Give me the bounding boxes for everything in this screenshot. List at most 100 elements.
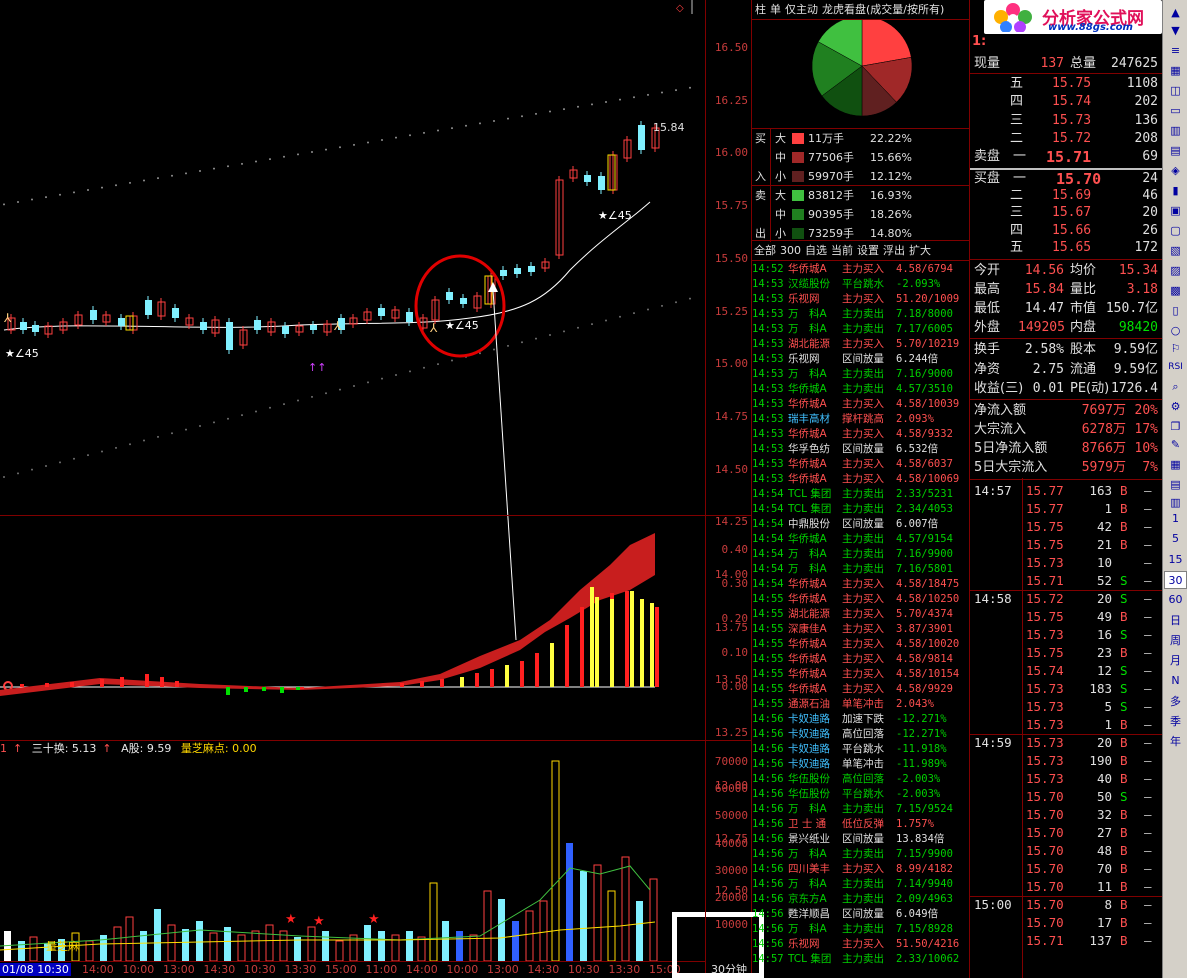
split-icon[interactable]: ▩ (1170, 284, 1181, 297)
circle-icon[interactable]: ○ (1170, 324, 1181, 337)
alert-tab[interactable]: 自选 (805, 244, 827, 257)
alert-row[interactable]: 14:55 华侨城A 主力买入 4.58/9814 (752, 652, 970, 667)
alert-row[interactable]: 14:56 卡奴迪路 加速下跌 -12.271% (752, 712, 970, 727)
alert-row[interactable]: 14:55 湖北能源 主力买入 5.70/4374 (752, 607, 970, 622)
pencil-icon[interactable]: ✎ (1170, 438, 1181, 451)
flow-tab[interactable]: 单 (770, 3, 781, 16)
alert-row[interactable]: 14:56 万 科A 主力卖出 7.14/9940 (752, 877, 970, 892)
alert-row[interactable]: 14:53 汉缆股份 平台跳水 -2.093% (752, 277, 970, 292)
alert-row[interactable]: 14:53 湖北能源 主力买入 5.70/10219 (752, 337, 970, 352)
alert-row[interactable]: 14:55 华侨城A 主力买入 4.58/10154 (752, 667, 970, 682)
alert-row[interactable]: 14:54 华侨城A 主力买入 4.58/18475 (752, 577, 970, 592)
bell-icon[interactable]: ⚐ (1170, 342, 1181, 355)
alert-row[interactable]: 14:56 万 科A 主力卖出 7.15/9524 (752, 802, 970, 817)
alert-row[interactable]: 14:53 乐视网 主力买入 51.20/1009 (752, 292, 970, 307)
period-1[interactable]: 1 (1172, 512, 1179, 525)
calc-icon[interactable]: ▦ (1170, 458, 1181, 471)
alert-row[interactable]: 14:56 京东方A 主力卖出 2.09/4963 (752, 892, 970, 907)
alert-row[interactable]: 14:55 通源石油 单笔冲击 2.043% (752, 697, 970, 712)
alert-row[interactable]: 14:53 万 科A 主力卖出 7.17/6005 (752, 322, 970, 337)
info-icon[interactable]: ◈ (1171, 164, 1180, 177)
copy-icon[interactable]: ❐ (1170, 420, 1181, 433)
alert-tab[interactable]: 全部 (754, 244, 776, 257)
alert-tab[interactable]: 设置 (857, 244, 879, 257)
alert-row[interactable]: 14:56 华伍股份 高位回落 -2.003% (752, 772, 970, 787)
alert-row[interactable]: 14:53 华侨城A 主力买入 4.58/9332 (752, 427, 970, 442)
chart-area[interactable]: ◇ ★∠45 ★∠45 ★∠45 ⅄ ⅄ ⅄ 15.84 ↑↑ 16.50 16.25 16.00 1… (0, 0, 764, 978)
alert-row[interactable]: 14:53 华侨城A 主力买入 4.58/10039 (752, 397, 970, 412)
alert-row[interactable]: 14:56 万 科A 主力卖出 7.15/9900 (752, 847, 970, 862)
alert-row[interactable]: 14:52 华侨城A 主力买入 4.58/6794 (752, 262, 970, 277)
alert-row[interactable]: 14:53 瑞丰高材 撑杆跳高 2.093% (752, 412, 970, 427)
chart-icon[interactable]: ◫ (1170, 84, 1181, 97)
flow-tab[interactable]: 柱 (755, 3, 766, 16)
alert-row[interactable]: 14:54 中鼎股份 区间放量 6.007倍 (752, 517, 970, 532)
alert-tab[interactable]: 浮出 (883, 244, 905, 257)
alert-row[interactable]: 14:53 乐视网 区间放量 6.244倍 (752, 352, 970, 367)
alert-row[interactable]: 14:57 TCL 集团 主力卖出 2.33/10062 (752, 952, 970, 967)
period-季[interactable]: 季 (1170, 715, 1181, 728)
up-arrow-icon[interactable]: ▲ (1171, 6, 1180, 19)
alert-row[interactable]: 14:56 卫 士 通 低位反弹 1.757% (752, 817, 970, 832)
alert-tab[interactable]: 扩大 (909, 244, 931, 257)
alert-row[interactable]: 14:55 华侨城A 主力买入 4.58/10020 (752, 637, 970, 652)
alert-row[interactable]: 14:55 深康佳A 主力买入 3.87/3901 (752, 622, 970, 637)
ticker-icon[interactable]: ▤ (1170, 144, 1181, 157)
period-N[interactable]: N (1171, 674, 1180, 688)
card-icon[interactable]: ▨ (1170, 264, 1181, 277)
kline-chart[interactable]: ◇ ★∠45 ★∠45 ★∠45 ⅄ ⅄ ⅄ 15.84 ↑↑ (0, 0, 705, 740)
period-周[interactable]: 周 (1170, 633, 1181, 647)
alert-row[interactable]: 14:53 华侨城A 主力买入 4.58/6037 (752, 457, 970, 472)
alert-row[interactable]: 14:54 万 科A 主力卖出 7.16/9900 (752, 547, 970, 562)
alert-row[interactable]: 14:56 万 科A 主力卖出 7.15/8928 (752, 922, 970, 937)
alert-tab[interactable]: 300 (780, 244, 801, 257)
alert-row[interactable]: 14:54 TCL 集团 主力卖出 2.34/4053 (752, 502, 970, 517)
flow-tab[interactable]: 仅主动 (785, 3, 818, 16)
layout-icon[interactable]: ▧ (1170, 244, 1181, 257)
search-icon[interactable]: ⌕ (1172, 380, 1179, 393)
alert-row[interactable]: 14:56 四川美丰 主力买入 8.99/4182 (752, 862, 970, 877)
rsi-button[interactable]: RSI (1168, 362, 1183, 372)
down-arrow-icon[interactable]: ▼ (1171, 24, 1180, 37)
alert-list[interactable]: 14:52 华侨城A 主力买入 4.58/6794 14:53 汉缆股份 平台跳水 -2.09… (752, 262, 970, 978)
alert-row[interactable]: 14:56 华伍股份 平台跳水 -2.003% (752, 787, 970, 802)
period-多[interactable]: 多 (1170, 694, 1181, 708)
doc-icon[interactable]: ▯ (1172, 304, 1179, 317)
grid-icon[interactable]: ▦ (1170, 64, 1181, 77)
period-年[interactable]: 年 (1170, 735, 1181, 749)
alert-row[interactable]: 14:55 华侨城A 主力买入 4.58/10250 (752, 592, 970, 607)
alert-row[interactable]: 14:53 万 科A 主力卖出 7.18/8000 (752, 307, 970, 322)
alert-row[interactable]: 14:53 华侨城A 主力卖出 4.57/3510 (752, 382, 970, 397)
bars-icon[interactable]: ▮ (1172, 184, 1179, 197)
period-5[interactable]: 5 (1172, 532, 1179, 546)
columns-icon[interactable]: ▥ (1170, 124, 1181, 137)
alert-row[interactable]: 14:54 TCL 集团 主力卖出 2.33/5231 (752, 487, 970, 502)
period-日[interactable]: 日 (1170, 613, 1181, 627)
alert-row[interactable]: 14:55 华侨城A 主力买入 4.58/9929 (752, 682, 970, 697)
period-button[interactable]: 30分钟 (705, 961, 752, 978)
alert-tab[interactable]: 当前 (831, 244, 853, 257)
alert-row[interactable]: 14:54 华侨城A 主力卖出 4.57/9154 (752, 532, 970, 547)
alert-row[interactable]: 14:53 华侨城A 主力买入 4.58/10069 (752, 472, 970, 487)
film-icon[interactable]: ▥ (1170, 496, 1181, 509)
list-icon[interactable]: ≡ (1170, 44, 1181, 57)
alert-row[interactable]: 14:53 华孚色纺 区间放量 6.532倍 (752, 442, 970, 457)
alert-row[interactable]: 14:56 卡奴迪路 单笔冲击 -11.989% (752, 757, 970, 772)
alert-row[interactable]: 14:56 甦洋顺昌 区间放量 6.049倍 (752, 907, 970, 922)
note-icon[interactable]: ▤ (1170, 478, 1181, 491)
period-月[interactable]: 月 (1170, 654, 1181, 668)
flow-tab[interactable]: 龙虎看盘(成交量/按所有) (822, 3, 945, 16)
page-icon[interactable]: ▢ (1170, 224, 1181, 237)
alert-row[interactable]: 14:54 万 科A 主力卖出 7.16/5801 (752, 562, 970, 577)
window-icon[interactable]: ▭ (1170, 104, 1181, 117)
period-15[interactable]: 15 (1168, 552, 1183, 566)
alert-row[interactable]: 14:53 万 科A 主力卖出 7.16/9000 (752, 367, 970, 382)
alert-row[interactable]: 14:56 乐视网 主力买入 51.50/4216 (752, 937, 970, 952)
alert-row[interactable]: 14:56 景兴纸业 区间放量 13.834倍 (752, 832, 970, 847)
period-60[interactable]: 60 (1168, 593, 1183, 607)
settings-icon[interactable]: ⚙ (1170, 400, 1181, 413)
period-30[interactable]: 30 (1164, 570, 1187, 589)
alert-row[interactable]: 14:56 卡奴迪路 高位回落 -12.271% (752, 727, 970, 742)
box-icon[interactable]: ▣ (1170, 204, 1181, 217)
alert-row[interactable]: 14:56 卡奴迪路 平台跳水 -11.918% (752, 742, 970, 757)
